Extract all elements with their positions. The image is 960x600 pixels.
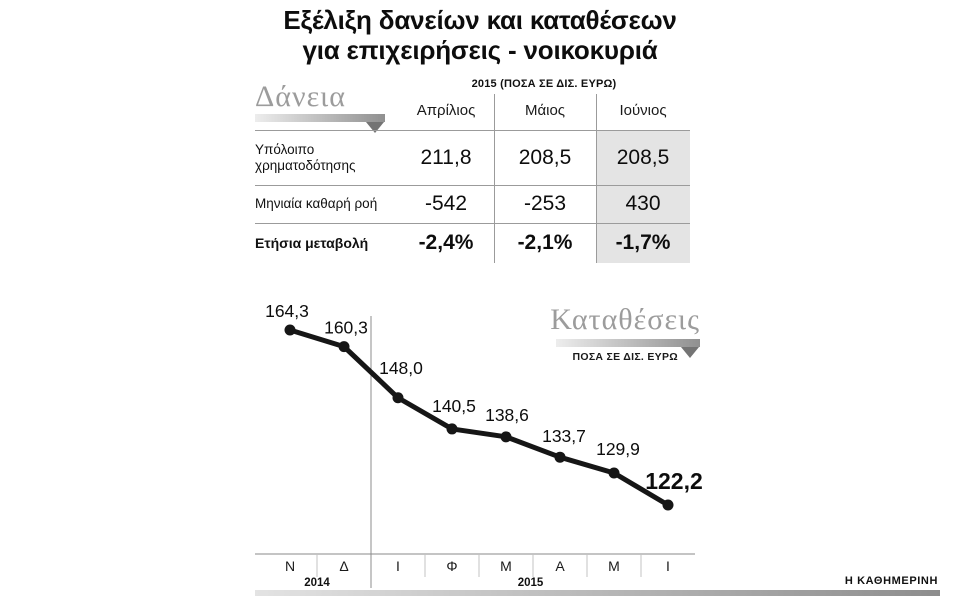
value-label-6: 133,7 [542, 426, 586, 446]
month-label-1: Ν [285, 558, 295, 574]
bottom-gradient-bar [255, 590, 940, 596]
month-label-5: Μ [500, 558, 512, 574]
month-label-6: Α [555, 558, 565, 574]
value-label-7: 129,9 [596, 439, 640, 459]
loan-value-r1-c3: 208,5 [616, 145, 670, 169]
loan-row-label-1: Υπόλοιπο χρηματοδότησης [255, 141, 356, 173]
value-label-4: 140,5 [432, 396, 476, 416]
data-point-3 [392, 392, 404, 404]
source-credit: Η ΚΑΘΗΜΕΡΙΝΗ [844, 575, 938, 587]
month-label-8: Ι [666, 558, 670, 574]
loan-row-label-3: Ετήσια μεταβολή [255, 235, 369, 251]
title-line-1: Εξέλιξη δανείων και καταθέσεων [283, 5, 677, 35]
month-label-2: Δ [339, 558, 348, 574]
loans-section-label: Δάνεια [255, 80, 346, 113]
data-point-2 [338, 341, 350, 353]
table-column-divider-1 [494, 94, 495, 263]
year-label-2014: 2014 [304, 577, 330, 589]
deposits-section-label: Καταθέσεις [550, 303, 700, 336]
loans-gradient-bar [255, 114, 385, 133]
value-label-2: 160,3 [324, 318, 368, 338]
loan-value-r2-c3: 430 [625, 192, 661, 215]
value-label-5: 138,6 [485, 405, 529, 425]
deposits-arrow-down-icon [681, 347, 699, 358]
highlight-column-june [596, 130, 690, 263]
loan-column-header-2: Μάιος [524, 101, 566, 119]
data-point-8 [662, 499, 674, 511]
deposits-gradient-bar [556, 339, 700, 358]
loan-value-r2-c1: -542 [424, 192, 468, 215]
value-label-3: 148,0 [379, 358, 423, 378]
table-rule-top [255, 130, 690, 131]
month-label-7: Μ [608, 558, 620, 574]
deposits-unit-note: ΠΟΣΑ ΣΕ ΔΙΣ. ΕΥΡΩ [572, 351, 678, 363]
data-point-4 [446, 423, 458, 435]
table-rule-mid-2 [255, 223, 690, 224]
data-point-5 [500, 431, 512, 443]
loan-row-label-2: Μηνιαία καθαρή ροή [255, 196, 378, 211]
loans-unit-note: 2015 (ΠΟΣΑ ΣΕ ΔΙΣ. ΕΥΡΩ) [471, 78, 617, 90]
loan-value-r3-c3: -1,7% [615, 231, 671, 254]
month-label-3: Ι [396, 558, 400, 574]
title-line-2: για επιχειρήσεις - νοικοκυριά [302, 35, 658, 65]
loan-value-r1-c2: 208,5 [518, 145, 572, 169]
loans-arrow-down-icon [366, 122, 384, 133]
data-point-7 [608, 467, 620, 479]
loan-column-header-1: Απρίλιος [416, 101, 476, 119]
page-title: Εξέλιξη δανείων και καταθέσεων για επιχε… [0, 5, 960, 65]
loan-value-r3-c2: -2,1% [517, 231, 573, 254]
loan-value-r3-c1: -2,4% [418, 231, 474, 254]
data-point-1 [284, 324, 296, 336]
loan-value-r1-c1: 211,8 [420, 145, 472, 169]
data-point-6 [554, 451, 566, 463]
value-label-1: 164,3 [265, 301, 309, 321]
value-label-8: 122,2 [645, 468, 703, 494]
month-label-4: Φ [446, 558, 457, 574]
loan-value-r2-c2: -253 [523, 192, 567, 215]
year-label-2015: 2015 [518, 577, 544, 589]
table-column-divider-2 [596, 94, 597, 263]
table-rule-mid-1 [255, 185, 690, 186]
loan-column-header-3: Ιούνιος [619, 101, 667, 119]
